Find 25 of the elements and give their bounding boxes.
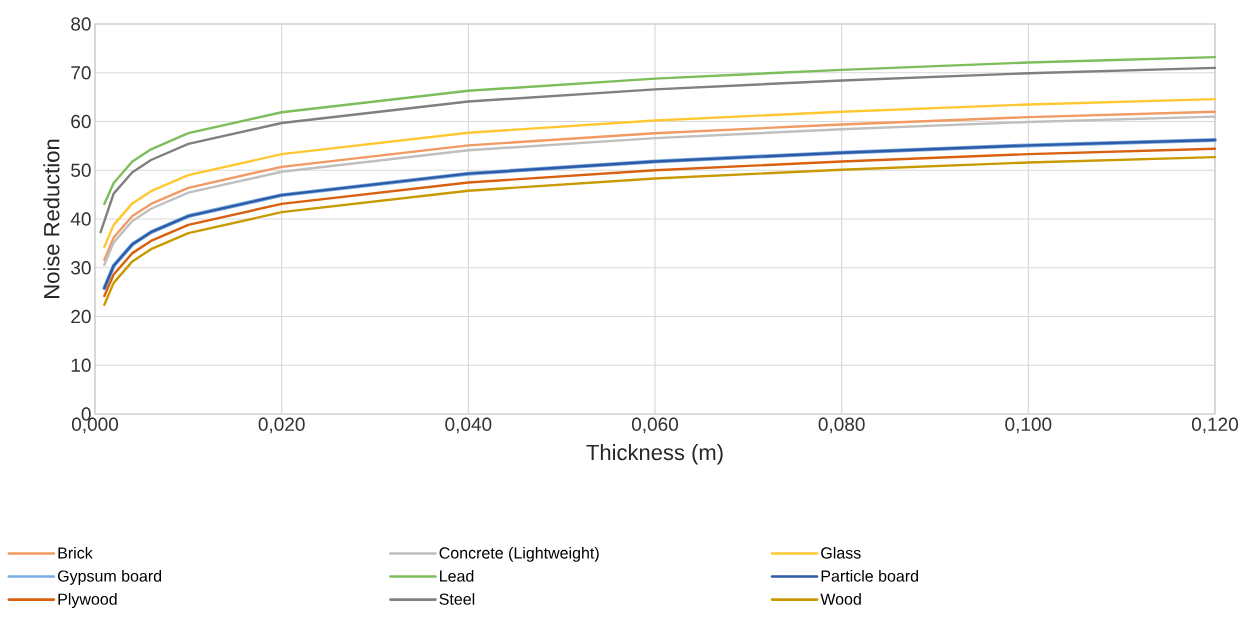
legend-label: Lead	[440, 569, 474, 582]
legend-label: Brick	[58, 546, 93, 559]
x-axis-title: Thickness (m)	[586, 444, 723, 465]
y-tick-label: 50	[71, 163, 91, 177]
y-axis-title: Noise Reduction	[43, 139, 60, 298]
y-tick-label: 40	[70, 212, 91, 226]
x-tick-label: 0,060	[631, 417, 679, 434]
legend-label: Gypsum board	[57, 569, 162, 585]
legend-label: Concrete (Lightweight)	[439, 546, 599, 562]
legend-label: Steel	[439, 593, 475, 605]
legend-label: Glass	[821, 546, 861, 559]
legend-label: Plywood	[58, 593, 117, 608]
y-tick-label: 60	[71, 114, 91, 129]
x-tick-label: 0,080	[818, 417, 865, 434]
x-tick-label: 0,020	[258, 417, 305, 434]
y-tick-label: 20	[71, 309, 91, 324]
y-tick-label: 10	[71, 358, 91, 372]
y-tick-label: 80	[71, 17, 91, 31]
y-tick-label: 70	[71, 66, 91, 80]
x-tick-label: 0,100	[1005, 417, 1052, 434]
y-tick-label: 30	[71, 261, 91, 275]
legend-label: Wood	[820, 593, 861, 605]
legend-label: Particle board	[821, 569, 919, 582]
x-tick-label: 0,040	[445, 417, 492, 434]
x-tick-label: 0,120	[1191, 417, 1238, 434]
